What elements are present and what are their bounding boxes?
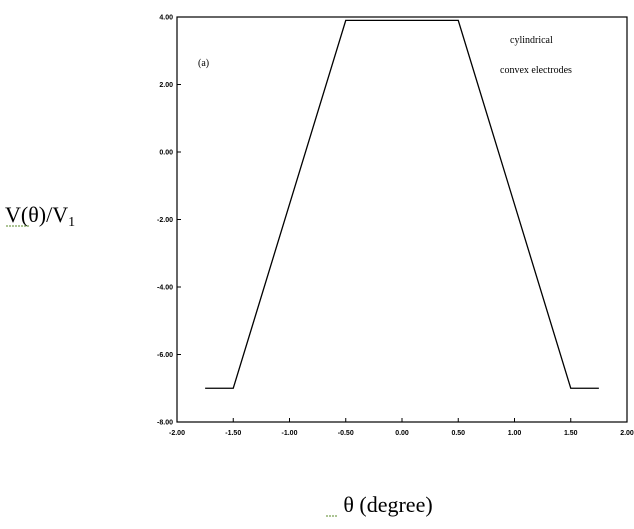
y-tick-label: 4.00 <box>159 15 173 22</box>
y-axis-title: V(θ)/V1 <box>5 202 75 230</box>
x-tick-label: -0.50 <box>338 430 354 437</box>
y-tick-label: 0.00 <box>159 150 173 157</box>
y-tick-label: 2.00 <box>159 82 173 89</box>
y-tick-label: -8.00 <box>157 420 173 427</box>
y-axis-title-main: V(θ)/V <box>5 202 68 227</box>
x-tick-label: -2.00 <box>169 430 185 437</box>
x-tick-label: 0.00 <box>395 430 409 437</box>
y-axis-title-subscript: 1 <box>68 215 75 230</box>
x-tick-label: 1.50 <box>564 430 578 437</box>
annotation-line-1: cylindrical <box>510 35 553 46</box>
x-tick-label: 1.00 <box>508 430 522 437</box>
y-tick-label: -6.00 <box>157 352 173 359</box>
x-axis-title: θ (degree) <box>343 492 432 517</box>
y-tick-label: -2.00 <box>157 217 173 224</box>
series-line <box>205 19 599 389</box>
panel-label: (a) <box>198 58 209 69</box>
ticks-layer: -2.00 -1.50 -1.00 -0.50 0.00 0.50 1.00 1.50 2.00… <box>157 15 634 438</box>
x-tick-label: 0.50 <box>451 430 465 437</box>
plot-frame <box>176 16 628 423</box>
annotation-line-2: convex electrodes <box>500 65 572 76</box>
x-tick-label: 2.00 <box>620 430 634 437</box>
series-layer <box>205 19 599 389</box>
x-tick-label: -1.50 <box>225 430 241 437</box>
y-tick-label: -4.00 <box>157 285 173 292</box>
x-tick-label: -1.00 <box>282 430 298 437</box>
